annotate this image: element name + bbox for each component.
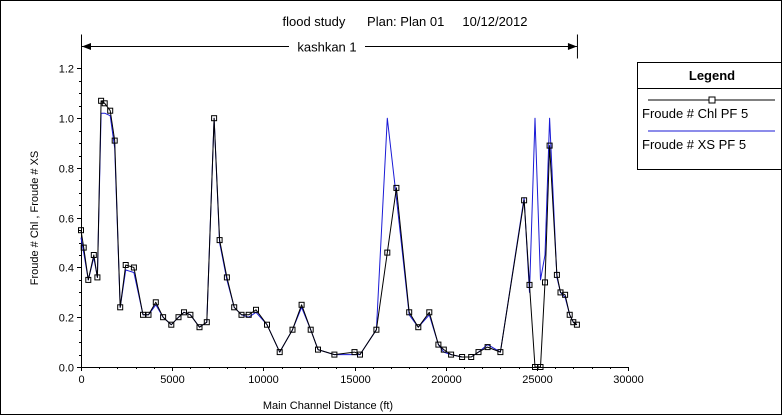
series-layer bbox=[78, 97, 580, 370]
froude-chl-point bbox=[122, 262, 129, 268]
froude-chl-point bbox=[435, 341, 442, 348]
froude-chl-point bbox=[160, 314, 167, 321]
froude-chl-point bbox=[216, 237, 223, 244]
froude-chl-point bbox=[307, 326, 314, 333]
froude-chl-point bbox=[415, 324, 422, 331]
froude-chl-point bbox=[298, 301, 305, 308]
froude-chl-point bbox=[181, 309, 187, 316]
y-tick-label: 0.8 bbox=[59, 164, 74, 176]
froude-chl-point bbox=[331, 351, 338, 358]
x-tick-label: 15000 bbox=[340, 374, 371, 386]
froude-chl-point bbox=[542, 279, 548, 286]
froude-chl-point bbox=[357, 351, 363, 358]
froude-chl-point bbox=[196, 324, 203, 331]
froude-chl-point bbox=[245, 311, 252, 318]
froude-chl-point bbox=[521, 197, 528, 204]
reach-arrowhead-left bbox=[82, 43, 91, 50]
froude-chl-point bbox=[475, 349, 482, 356]
froude-chl-point bbox=[448, 351, 455, 358]
legend-entry-xs: Froude # XS PF 5 bbox=[642, 137, 746, 152]
froude-chl-point bbox=[117, 304, 124, 311]
y-tick-label: 0.2 bbox=[59, 313, 74, 325]
froude-chl-point bbox=[393, 184, 400, 191]
y-axis-label: Froude # Chl , Froude # XS bbox=[29, 151, 41, 286]
froude-chl-point bbox=[566, 311, 573, 318]
reach-arrowhead-right bbox=[567, 43, 577, 50]
reach-label: kashkan 1 bbox=[297, 40, 356, 55]
y-tick-label: 1.2 bbox=[59, 64, 74, 76]
froude-chl-point bbox=[223, 274, 230, 281]
froude-chl-point bbox=[315, 346, 321, 353]
x-tick-label: 20000 bbox=[431, 374, 462, 386]
legend: Legend Froude # Chl PF 5 Froude # XS PF … bbox=[637, 62, 782, 170]
reach-label-background bbox=[289, 38, 365, 55]
y-tick-label: 0.0 bbox=[59, 363, 74, 375]
froude-chl-point bbox=[497, 349, 504, 356]
froude-chl-point bbox=[264, 321, 270, 328]
x-tick-label: 5000 bbox=[160, 374, 184, 386]
y-tick-label: 1.0 bbox=[59, 114, 74, 126]
y-tick-label: 0.6 bbox=[59, 214, 74, 226]
x-tick-label: 30000 bbox=[613, 374, 644, 386]
froude-chl-point bbox=[426, 309, 433, 316]
froude-chl-point bbox=[130, 264, 137, 271]
y-ticks: 0.0 0.2 0.4 0.6 0.8 1.0 1.2 bbox=[59, 64, 81, 375]
froude-chl-point bbox=[231, 304, 238, 311]
legend-entry-chl: Froude # Chl PF 5 bbox=[642, 106, 748, 121]
froude-chl-point bbox=[145, 311, 152, 318]
froude-chl-point bbox=[111, 137, 118, 144]
froude-chl-point bbox=[546, 142, 553, 149]
froude-chl-point bbox=[152, 299, 159, 306]
froude-chl-point bbox=[85, 276, 92, 283]
froude-chl-point bbox=[238, 311, 245, 318]
froude-chl-point bbox=[90, 252, 97, 258]
legend-marker-chl bbox=[708, 96, 716, 104]
froude-chl-point bbox=[526, 281, 533, 288]
froude-chl-point bbox=[289, 326, 296, 333]
froude-chl-point bbox=[253, 306, 259, 313]
froude-chl-point bbox=[211, 115, 218, 122]
chart-title: flood study Plan: Plan 01 10/12/2012 bbox=[282, 14, 527, 29]
froude-chl-point bbox=[203, 319, 210, 326]
froude-chl-point bbox=[573, 321, 580, 328]
froude-chl-point bbox=[187, 311, 194, 318]
froude-chl-point bbox=[101, 100, 108, 107]
froude-chl-point bbox=[384, 249, 391, 256]
series-line-froude-chl bbox=[80, 100, 578, 368]
reach-extent-arrow: kashkan 1 bbox=[81, 34, 578, 59]
froude-chl-point bbox=[175, 314, 182, 321]
froude-chl-point bbox=[276, 349, 283, 356]
legend-box bbox=[637, 62, 782, 170]
froude-chl-point bbox=[406, 309, 413, 316]
froude-chl-point bbox=[562, 291, 569, 298]
x-axis-label: Main Channel Distance (ft) bbox=[263, 400, 393, 412]
froude-chl-point bbox=[373, 326, 380, 333]
froude-chl-point bbox=[440, 346, 447, 353]
y-tick-label: 0.4 bbox=[59, 263, 74, 275]
froude-chl-point bbox=[94, 274, 101, 281]
froude-chl-point bbox=[468, 354, 475, 360]
legend-title: Legend bbox=[689, 68, 735, 83]
froude-chl-point bbox=[484, 344, 491, 351]
froude-chl-point bbox=[553, 271, 560, 278]
froude-chl-point bbox=[80, 244, 87, 251]
x-tick-label: 25000 bbox=[522, 374, 553, 386]
froude-chl-point bbox=[537, 364, 544, 370]
x-tick-label: 0 bbox=[78, 374, 84, 386]
x-tick-label: 10000 bbox=[248, 374, 279, 386]
x-ticks: 0 5000 10000 15000 20000 25000 30000 bbox=[78, 367, 644, 386]
froude-chl-point bbox=[78, 227, 84, 234]
froude-chl-point bbox=[107, 107, 114, 114]
froude-chl-point bbox=[459, 354, 466, 360]
froude-chl-point bbox=[168, 321, 175, 328]
